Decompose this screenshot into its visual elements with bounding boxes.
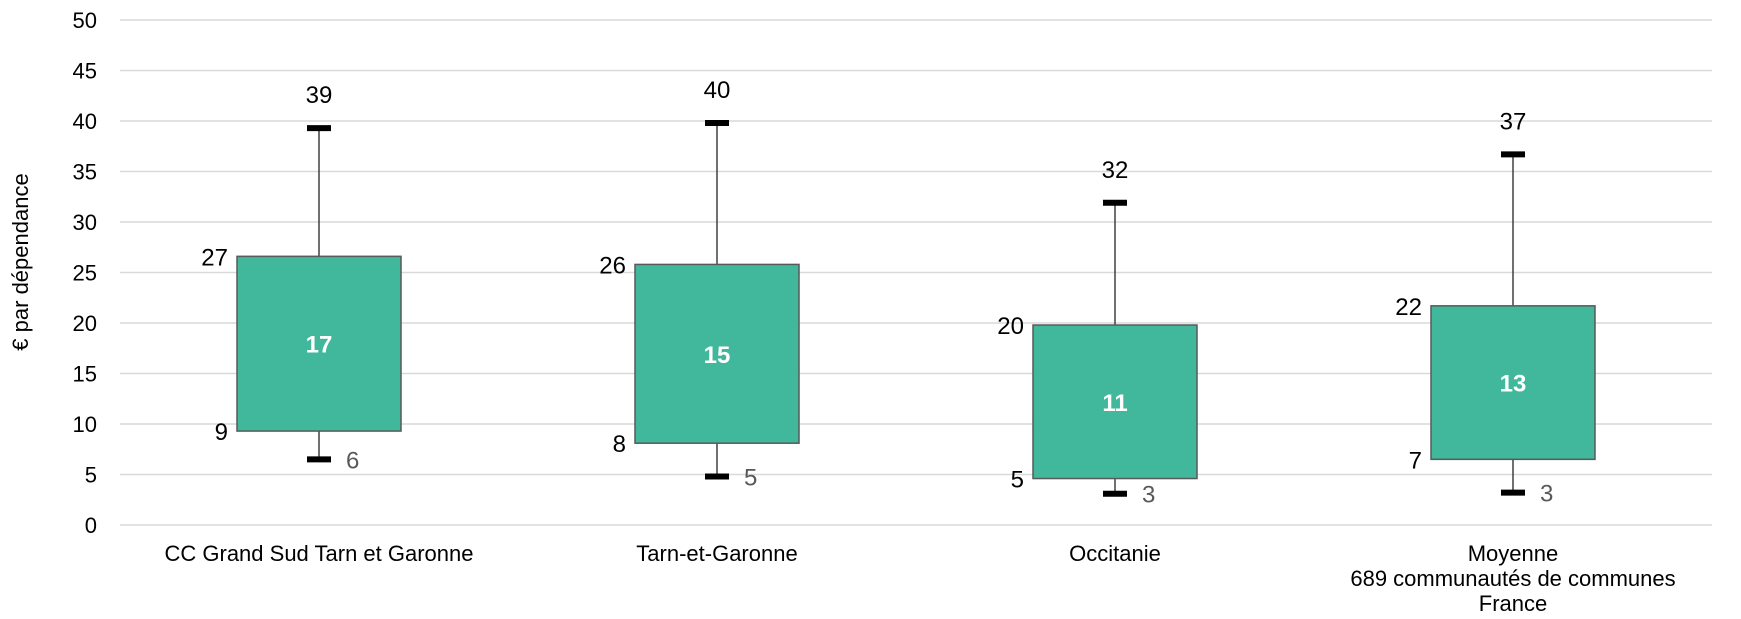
iqr-box xyxy=(1430,305,1596,461)
y-tick-label: 30 xyxy=(73,210,97,235)
y-tick-label: 20 xyxy=(73,311,97,336)
y-tick-label: 0 xyxy=(85,513,97,538)
iqr-box xyxy=(1032,324,1198,480)
y-tick-label: 35 xyxy=(73,160,97,185)
max-value-label: 40 xyxy=(704,77,731,104)
max-value-label: 32 xyxy=(1102,157,1129,184)
y-tick-label: 25 xyxy=(73,261,97,286)
median-value-label: 15 xyxy=(704,342,731,369)
min-value-label: 3 xyxy=(1540,481,1553,508)
category-label: France xyxy=(1479,591,1547,616)
category-label: CC Grand Sud Tarn et Garonne xyxy=(165,541,474,566)
q1-value-label: 8 xyxy=(613,431,626,458)
category-label: 689 communautés de communes xyxy=(1350,566,1675,591)
category-label: Tarn-et-Garonne xyxy=(636,541,797,566)
category-label: Occitanie xyxy=(1069,541,1161,566)
q3-value-label: 26 xyxy=(599,252,626,279)
category-label: Moyenne xyxy=(1468,541,1559,566)
y-tick-label: 45 xyxy=(73,59,97,84)
box-group: 37 22 7 13 3 xyxy=(1395,108,1596,508)
min-value-label: 5 xyxy=(744,465,757,492)
iqr-box xyxy=(236,255,402,432)
max-value-label: 39 xyxy=(306,82,333,109)
y-axis-ticks: 0 5 10 15 20 25 30 35 40 45 50 xyxy=(73,8,97,538)
box-group: 39 27 9 17 6 xyxy=(201,82,402,474)
q3-value-label: 20 xyxy=(997,313,1024,340)
x-axis-categories: CC Grand Sud Tarn et Garonne Tarn-et-Garo… xyxy=(165,541,1676,616)
q3-value-label: 22 xyxy=(1395,294,1422,321)
y-tick-label: 5 xyxy=(85,463,97,488)
q1-value-label: 7 xyxy=(1409,447,1422,474)
median-value-label: 17 xyxy=(306,332,333,359)
box-group: 32 20 5 11 3 xyxy=(997,157,1198,509)
min-value-label: 6 xyxy=(346,447,359,474)
box-group: 40 26 8 15 5 xyxy=(599,77,800,492)
q1-value-label: 5 xyxy=(1011,467,1024,494)
y-tick-label: 15 xyxy=(73,362,97,387)
q3-value-label: 27 xyxy=(201,244,228,271)
max-value-label: 37 xyxy=(1500,108,1527,135)
median-value-label: 11 xyxy=(1102,390,1127,417)
y-tick-label: 10 xyxy=(73,412,97,437)
median-value-label: 13 xyxy=(1500,371,1527,398)
y-tick-label: 40 xyxy=(73,109,97,134)
min-value-label: 3 xyxy=(1142,482,1155,509)
iqr-box xyxy=(634,263,800,444)
q1-value-label: 9 xyxy=(215,419,228,446)
y-axis-label: € par dépendance xyxy=(8,173,33,350)
boxes: 39 27 9 17 6 40 26 8 15 5 32 20 5 11 3 37 22 7 13 3 xyxy=(201,77,1596,509)
y-tick-label: 50 xyxy=(73,8,97,33)
